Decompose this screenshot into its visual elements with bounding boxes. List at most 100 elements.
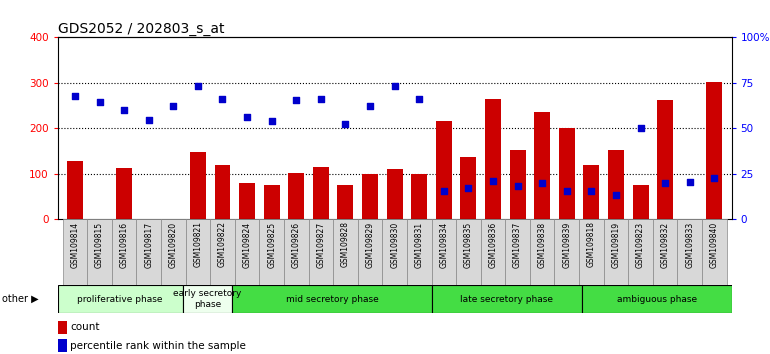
Point xyxy=(437,188,450,194)
Bar xyxy=(534,112,550,219)
Bar xyxy=(604,219,628,285)
Text: GSM109814: GSM109814 xyxy=(71,222,79,268)
Point xyxy=(290,97,303,102)
Bar xyxy=(608,150,624,219)
Bar xyxy=(116,168,132,219)
Bar xyxy=(460,156,477,219)
Point xyxy=(413,96,425,102)
Text: GSM109828: GSM109828 xyxy=(341,222,350,267)
Bar xyxy=(337,185,353,219)
Text: mid secretory phase: mid secretory phase xyxy=(286,295,379,304)
Text: GSM109832: GSM109832 xyxy=(661,222,670,268)
Bar xyxy=(239,183,255,219)
Bar xyxy=(67,161,83,219)
Bar xyxy=(411,174,427,219)
Text: GSM109818: GSM109818 xyxy=(587,222,596,267)
Bar xyxy=(505,219,530,285)
Point xyxy=(462,185,474,190)
Bar xyxy=(313,167,329,219)
Bar xyxy=(407,219,431,285)
Text: GSM109835: GSM109835 xyxy=(464,222,473,268)
Text: count: count xyxy=(70,322,99,332)
Bar xyxy=(259,219,284,285)
Text: GDS2052 / 202803_s_at: GDS2052 / 202803_s_at xyxy=(58,22,224,36)
Bar xyxy=(584,165,599,219)
Bar xyxy=(58,321,66,333)
Bar xyxy=(559,128,574,219)
Text: GSM109833: GSM109833 xyxy=(685,222,695,268)
Text: GSM109820: GSM109820 xyxy=(169,222,178,268)
Bar xyxy=(431,219,456,285)
Text: proliferative phase: proliferative phase xyxy=(77,295,163,304)
Point xyxy=(708,176,721,181)
Bar xyxy=(456,219,480,285)
Bar xyxy=(485,99,501,219)
Point xyxy=(585,188,598,194)
Text: GSM109819: GSM109819 xyxy=(611,222,621,268)
Text: early secretory
phase: early secretory phase xyxy=(173,290,242,309)
Point xyxy=(340,121,352,127)
Text: GSM109836: GSM109836 xyxy=(488,222,497,268)
Point xyxy=(561,188,573,194)
Text: GSM109831: GSM109831 xyxy=(415,222,424,268)
Bar xyxy=(530,219,554,285)
Text: GSM109817: GSM109817 xyxy=(144,222,153,268)
Text: GSM109823: GSM109823 xyxy=(636,222,645,268)
Text: GSM109834: GSM109834 xyxy=(440,222,448,268)
Bar xyxy=(186,219,210,285)
Bar xyxy=(58,339,66,352)
Text: GSM109821: GSM109821 xyxy=(193,222,203,267)
Point xyxy=(364,104,377,109)
Bar xyxy=(383,219,407,285)
Point xyxy=(684,179,696,184)
Text: GSM109816: GSM109816 xyxy=(119,222,129,268)
Bar xyxy=(263,185,280,219)
Text: percentile rank within the sample: percentile rank within the sample xyxy=(70,341,246,351)
Point xyxy=(167,103,179,108)
Bar xyxy=(554,219,579,285)
Bar xyxy=(387,169,403,219)
Bar xyxy=(657,99,673,219)
Bar xyxy=(190,152,206,219)
Bar xyxy=(161,219,186,285)
Text: GSM109830: GSM109830 xyxy=(390,222,399,268)
Point xyxy=(487,178,499,184)
Text: other ▶: other ▶ xyxy=(2,294,38,304)
Text: GSM109837: GSM109837 xyxy=(513,222,522,268)
Point xyxy=(118,107,130,113)
Bar xyxy=(632,185,648,219)
Text: GSM109815: GSM109815 xyxy=(95,222,104,268)
Text: GSM109839: GSM109839 xyxy=(562,222,571,268)
Bar xyxy=(87,219,112,285)
Point xyxy=(388,84,400,89)
Bar xyxy=(480,219,505,285)
Bar xyxy=(702,219,727,285)
Bar xyxy=(678,219,702,285)
Bar xyxy=(628,219,653,285)
Bar xyxy=(62,219,87,285)
Bar xyxy=(215,165,230,219)
Bar xyxy=(136,219,161,285)
Bar xyxy=(653,219,678,285)
Point xyxy=(142,117,155,123)
Bar xyxy=(309,219,333,285)
Point xyxy=(216,96,229,102)
Point xyxy=(634,125,647,131)
Point xyxy=(241,114,253,120)
Text: ambiguous phase: ambiguous phase xyxy=(617,295,697,304)
Point xyxy=(610,193,622,198)
Text: GSM109827: GSM109827 xyxy=(316,222,326,268)
Bar xyxy=(358,219,383,285)
Text: GSM109822: GSM109822 xyxy=(218,222,227,267)
Bar xyxy=(112,219,136,285)
Bar xyxy=(362,174,378,219)
Text: GSM109826: GSM109826 xyxy=(292,222,301,268)
Text: GSM109824: GSM109824 xyxy=(243,222,252,268)
Point xyxy=(659,180,671,186)
Bar xyxy=(432,285,582,313)
Bar xyxy=(333,219,358,285)
Text: GSM109825: GSM109825 xyxy=(267,222,276,268)
Bar xyxy=(436,121,452,219)
Bar xyxy=(58,285,182,313)
Point xyxy=(192,84,204,89)
